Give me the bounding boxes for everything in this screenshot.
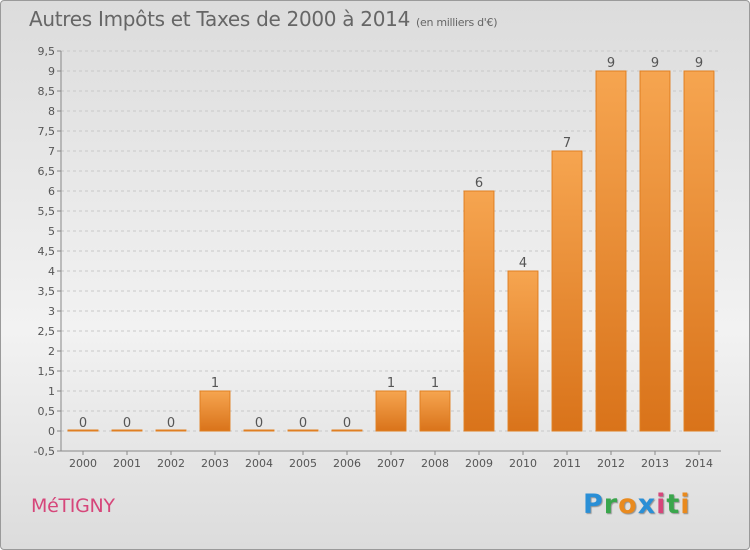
bar [639,70,671,432]
x-tick-label: 2006 [333,457,361,470]
bar [243,429,275,432]
value-label: 7 [563,136,571,151]
x-tick-label: 2014 [685,457,713,470]
chart-title: Autres Impôts et Taxes de 2000 à 2014 (en… [29,7,497,31]
x-tick-label: 2003 [201,457,229,470]
value-label: 1 [431,376,439,391]
x-tick-label: 2013 [641,457,669,470]
bar [507,270,539,432]
bar [463,190,495,432]
y-tick-label: 1,5 [38,365,56,378]
y-tick-label: 7,5 [38,125,56,138]
bar [551,150,583,432]
value-label: 9 [695,56,703,71]
logo-letter: x [637,489,657,520]
y-tick-label: 6 [48,185,55,198]
bar [375,390,407,432]
bar [155,429,187,432]
y-tick-label: 2,5 [38,325,56,338]
y-tick-label: 7 [48,145,55,158]
x-tick-label: 2010 [509,457,537,470]
logo-letter: t [666,489,681,520]
logo-letter: i [680,489,691,520]
value-label: 9 [651,56,659,71]
y-tick-label: 3,5 [38,285,56,298]
value-label: 0 [79,416,87,431]
unit-label: (en milliers d'€) [416,16,498,29]
logo-letter: r [603,489,619,520]
bar [683,70,715,432]
y-tick-label: 3 [48,305,55,318]
proxiti-logo[interactable]: Proxiti [583,489,691,520]
y-tick-label: 0 [48,425,55,438]
value-label: 1 [387,376,395,391]
y-tick-label: -0,5 [34,445,55,458]
logo-letter: o [618,489,638,520]
y-tick-label: 8 [48,105,55,118]
y-tick-label: 1 [48,385,55,398]
y-tick-label: 4,5 [38,245,56,258]
value-label: 0 [123,416,131,431]
value-label: 0 [167,416,175,431]
x-tick-label: 2009 [465,457,493,470]
bar [67,429,99,432]
bar [199,390,231,432]
commune-name: MéTIGNY [31,495,115,517]
y-tick-label: 5,5 [38,205,56,218]
y-tick-label: 6,5 [38,165,56,178]
value-label: 4 [519,256,527,271]
x-tick-label: 2007 [377,457,405,470]
y-tick-label: 4 [48,265,55,278]
y-tick-label: 9 [48,65,55,78]
bar [419,390,451,432]
x-tick-label: 2012 [597,457,625,470]
logo-letter: P [583,489,604,520]
x-tick-label: 2011 [553,457,581,470]
y-tick-label: 2 [48,345,55,358]
bar [331,429,363,432]
x-tick-label: 2000 [69,457,97,470]
x-tick-label: 2005 [289,457,317,470]
value-label: 0 [255,416,263,431]
value-label: 0 [343,416,351,431]
value-label: 9 [607,56,615,71]
bar [111,429,143,432]
bar [287,429,319,432]
x-tick-label: 2008 [421,457,449,470]
value-label: 6 [475,176,483,191]
y-tick-label: 5 [48,225,55,238]
y-tick-label: 8,5 [38,85,56,98]
logo-letter: i [656,489,667,520]
value-label: 0 [299,416,307,431]
x-tick-label: 2001 [113,457,141,470]
value-label: 1 [211,376,219,391]
bar [595,70,627,432]
x-tick-label: 2002 [157,457,185,470]
y-tick-label: 0,5 [38,405,56,418]
x-tick-label: 2004 [245,457,273,470]
y-tick-label: 9,5 [38,45,56,58]
title-text: Autres Impôts et Taxes de 2000 à 2014 [29,7,410,31]
